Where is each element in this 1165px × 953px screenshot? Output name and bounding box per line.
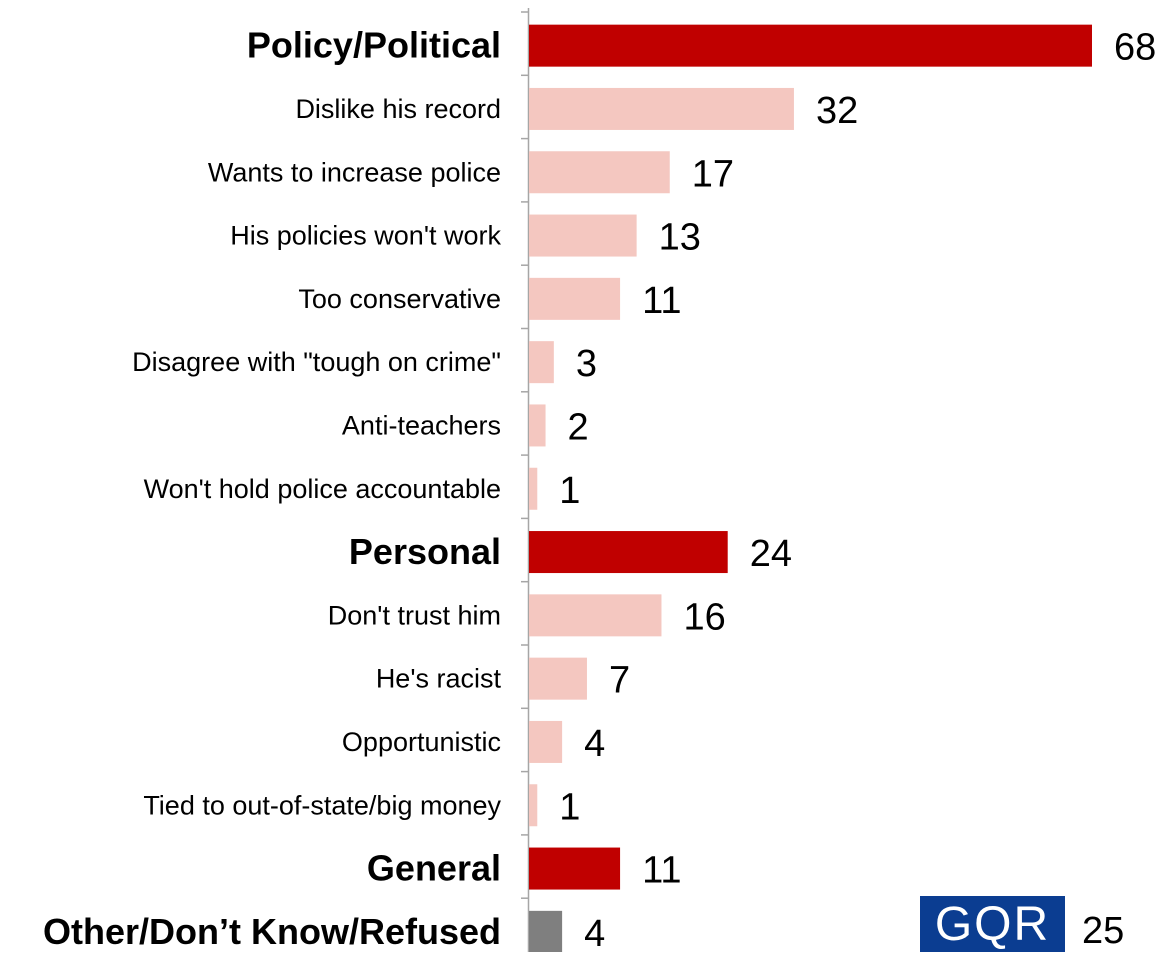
category-label: Opportunistic — [342, 727, 501, 757]
bar — [529, 87, 794, 130]
category-label: Anti-teachers — [342, 410, 501, 440]
bar — [529, 847, 621, 890]
bar — [529, 594, 662, 637]
data-label: 32 — [816, 90, 858, 132]
bar — [529, 910, 563, 952]
data-label: 4 — [584, 913, 605, 952]
category-label: Policy/Political — [247, 25, 501, 66]
category-label: His policies won't work — [230, 221, 501, 251]
category-label: Dislike his record — [295, 94, 501, 124]
category-label: Disagree with "tough on crime" — [132, 347, 501, 377]
data-label: 13 — [659, 217, 701, 259]
category-label: Wants to increase police — [208, 157, 501, 187]
category-label: He's racist — [376, 664, 502, 694]
category-label: Tied to out-of-state/big money — [143, 790, 501, 820]
data-label: 4 — [584, 723, 605, 765]
category-label: Too conservative — [298, 284, 501, 314]
data-label: 11 — [642, 280, 681, 322]
bar — [529, 531, 728, 574]
bar — [529, 277, 621, 320]
bar — [529, 784, 538, 827]
data-label: 2 — [568, 406, 589, 448]
gqr-logo: GQR — [920, 896, 1065, 952]
category-label: Won't hold police accountable — [144, 474, 501, 504]
bar — [529, 151, 670, 194]
category-label: Personal — [349, 531, 501, 572]
data-label: 24 — [750, 533, 792, 575]
bar — [529, 467, 538, 510]
data-label: 68 — [1114, 27, 1156, 69]
page-number: 25 — [1082, 910, 1125, 952]
data-label: 11 — [642, 850, 681, 892]
data-label: 1 — [559, 470, 580, 512]
bar — [529, 214, 637, 257]
bar — [529, 657, 587, 700]
data-label: 16 — [683, 596, 725, 638]
bar — [529, 720, 563, 763]
bar — [529, 404, 546, 447]
bar — [529, 24, 1092, 67]
data-label: 3 — [576, 343, 597, 385]
category-label: Don't trust him — [328, 600, 501, 630]
bar — [529, 341, 554, 384]
data-label: 17 — [692, 153, 734, 195]
data-label: 1 — [559, 786, 580, 828]
category-label: Other/Don’t Know/Refused — [43, 911, 501, 952]
category-label: General — [367, 848, 501, 889]
data-label: 7 — [609, 660, 630, 702]
